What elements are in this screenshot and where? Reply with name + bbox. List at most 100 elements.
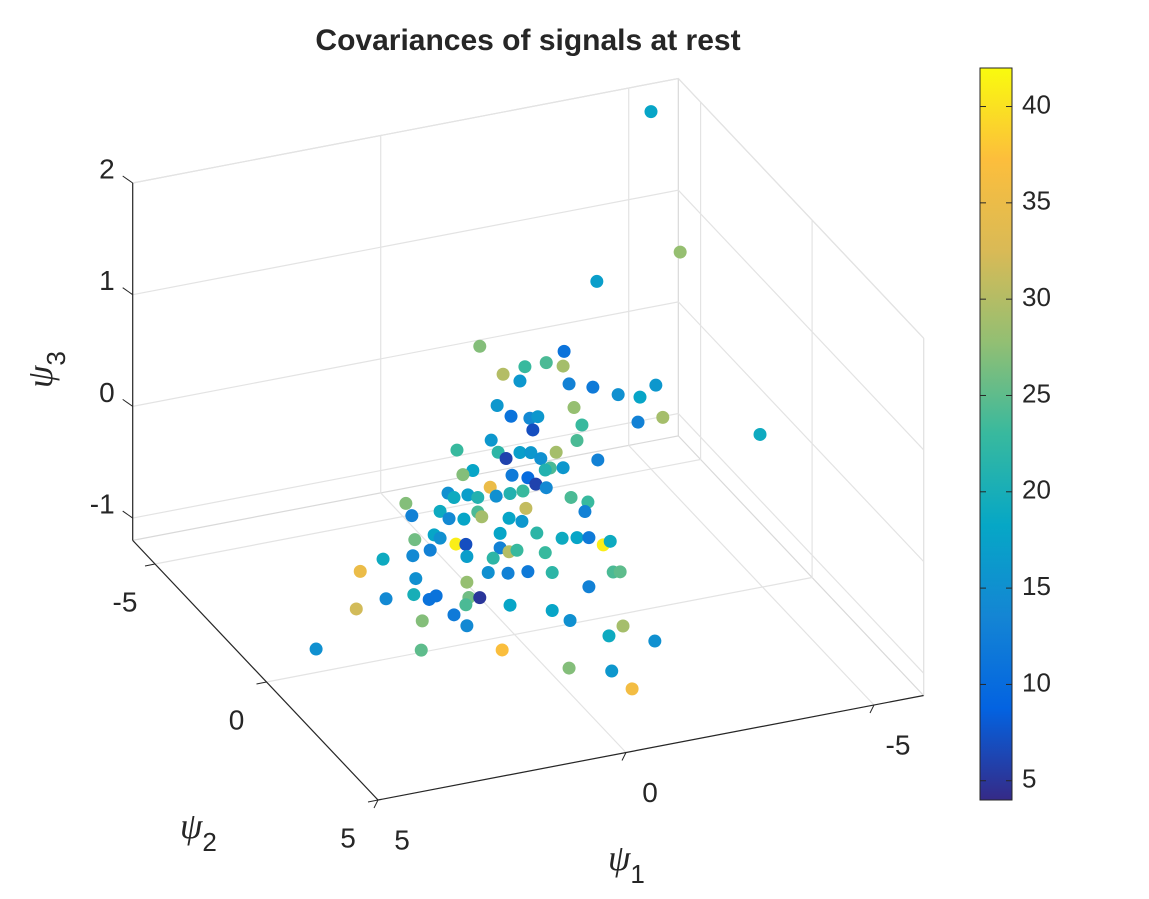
point [575,418,589,432]
point [429,589,443,603]
point [591,453,605,467]
point [503,598,517,612]
point [753,427,767,441]
point [376,552,390,566]
point [562,661,576,675]
point [502,511,516,525]
z-tick-label: 1 [99,265,115,296]
point [349,602,363,616]
point [406,549,420,563]
z-tick [122,510,133,519]
grid-line [377,338,925,801]
x-axis [377,694,924,801]
point [461,488,475,502]
box-edge [132,435,925,696]
z-axis-label: ψ3 [20,351,71,388]
point [460,550,474,564]
point [510,543,524,557]
point [456,468,470,482]
point [379,592,393,606]
grid-line [132,183,379,801]
point [407,588,421,602]
point [515,514,529,528]
point [460,619,474,633]
x-tick [869,704,875,714]
point [633,390,647,404]
colorbar-tick-label: 40 [1022,89,1051,119]
point [644,105,658,119]
colorbar [979,67,1013,801]
point [481,566,495,580]
colorbar-tick-label: 30 [1022,282,1051,312]
point [578,505,592,519]
point [549,445,563,459]
point [415,614,429,628]
grid-line [132,189,925,451]
point [405,509,419,523]
point [493,526,507,540]
colorbar-tick-label: 20 [1022,475,1051,505]
point [518,360,532,374]
point [613,565,627,579]
grid-line [380,135,627,753]
point [673,245,687,259]
point [433,531,447,545]
point [473,591,487,605]
point [616,619,630,633]
point [504,409,518,423]
z-tick [122,175,133,184]
point [460,575,474,589]
point [531,410,545,424]
y-axis [132,539,379,801]
grid-line [132,412,925,674]
grid-line [132,301,925,562]
point [582,580,596,594]
x-tick-label: 0 [642,777,658,808]
point [414,643,428,657]
y-tick [256,681,267,685]
point [450,443,464,457]
point [631,415,645,429]
point [539,481,553,495]
point [570,433,584,447]
point [563,614,577,628]
grid [122,77,925,809]
point [586,380,600,394]
colorbar-tick-label: 15 [1022,571,1051,601]
colorbar-tick-label: 25 [1022,378,1051,408]
point [484,433,498,447]
point [399,496,413,510]
y-tick [367,799,379,803]
point [409,572,423,586]
z-tick-label: 0 [99,377,115,408]
point [602,629,616,643]
point [656,410,670,424]
point [556,461,570,475]
point [538,463,552,477]
grid-line [628,88,875,706]
point [529,477,543,491]
point [449,537,463,551]
y-tick-label: 5 [340,822,356,853]
point [648,634,662,648]
point [516,484,530,498]
grid-line [266,220,813,683]
point [625,682,639,696]
point [447,491,461,505]
grid-line [154,102,702,565]
y-axis-label: ψ2 [180,806,217,857]
point [611,388,625,402]
point [519,501,533,515]
point [490,399,504,413]
point [555,531,569,545]
grid-line [132,77,925,339]
point [433,504,447,518]
point [513,446,527,460]
point [603,534,617,548]
point [649,378,663,392]
colorbar-tick-label: 35 [1022,186,1051,216]
point [557,344,571,358]
point [526,423,540,437]
